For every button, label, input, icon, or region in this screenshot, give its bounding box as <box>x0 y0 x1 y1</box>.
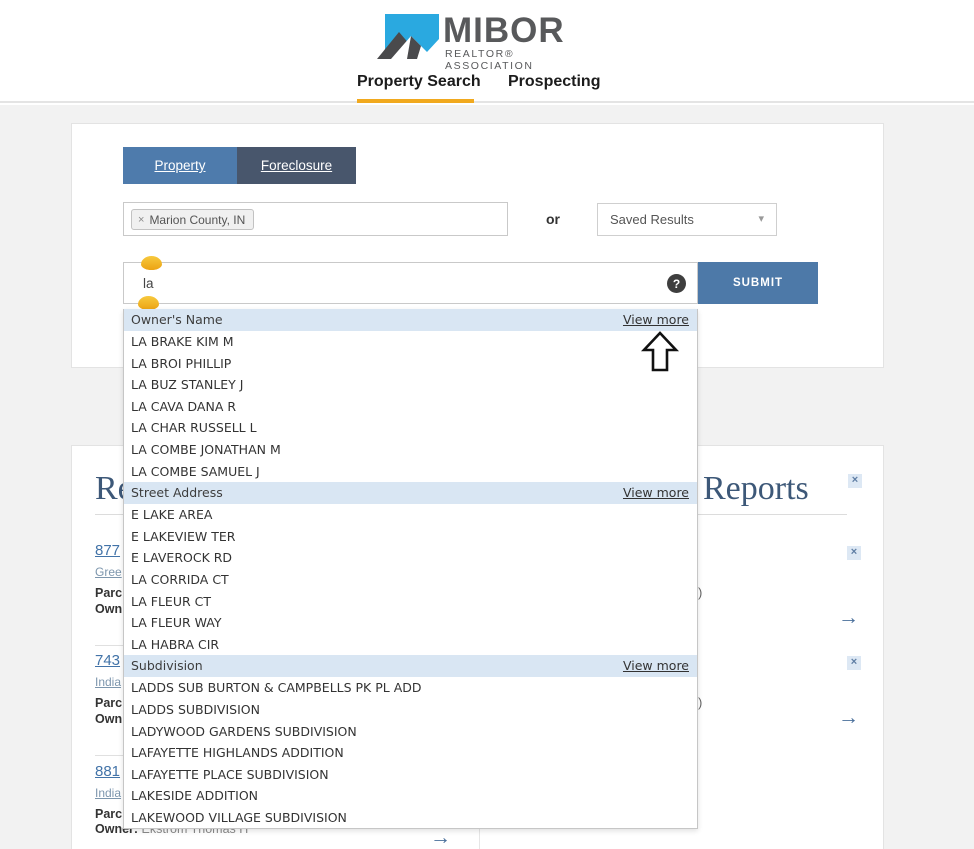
suggestion-item[interactable]: LADDS SUBDIVISION <box>131 701 260 717</box>
report-address-link[interactable]: 881 <box>95 763 121 780</box>
open-report-arrow-icon[interactable]: → <box>838 706 859 729</box>
open-report-arrow-icon[interactable]: → <box>838 606 859 629</box>
suggestion-item[interactable]: LA FLEUR WAY <box>131 615 222 631</box>
suggestion-item[interactable]: LA BROI PHILLIP <box>131 355 232 371</box>
suggestion-item[interactable]: LA CAVA DANA R <box>131 398 237 414</box>
location-input[interactable]: × Marion County, IN <box>123 202 508 236</box>
search-input-value: la <box>143 276 154 291</box>
suggestion-item[interactable]: E LAVEROCK RD <box>131 550 233 566</box>
suggestion-item[interactable]: LA BUZ STANLEY J <box>131 377 244 393</box>
view-more-link[interactable]: View more <box>622 658 689 674</box>
view-more-link[interactable]: View more <box>622 485 689 501</box>
chevron-down-icon: ▾ <box>758 213 764 225</box>
section-label: Subdivision <box>131 658 203 674</box>
parcel-label-fragment: Parc <box>95 696 123 710</box>
suggestion-item[interactable]: LA FLEUR CT <box>131 593 211 609</box>
location-tag: × Marion County, IN <box>131 209 255 230</box>
help-icon[interactable]: ? <box>667 274 686 293</box>
report-city-link[interactable]: India <box>95 786 122 800</box>
report-address-link[interactable]: 743 <box>95 652 121 669</box>
section-label: Owner's Name <box>131 312 223 327</box>
view-more-link[interactable]: View more <box>622 312 689 327</box>
report-city-link[interactable]: Gree <box>95 565 122 579</box>
active-nav-underline <box>357 99 474 103</box>
reports-title-fragment-right: Reports <box>703 470 809 507</box>
search-input[interactable]: la ? <box>123 256 698 310</box>
suggestion-item[interactable]: LAKESIDE ADDITION <box>131 788 259 804</box>
suggestion-item[interactable]: LA CHAR RUSSELL L <box>131 420 257 436</box>
section-header-subdivision: Subdivision View more <box>124 655 697 678</box>
suggestion-item[interactable]: E LAKEVIEW TER <box>131 528 236 544</box>
section-header-street-address: Street Address View more <box>124 482 697 505</box>
mibor-logo: MIBOR REALTOR® ASSOCIATION <box>377 11 577 72</box>
open-report-arrow-icon[interactable]: → <box>430 826 451 849</box>
brand-name: MIBOR <box>443 11 565 50</box>
tab-property[interactable]: Property <box>123 147 237 184</box>
suggestion-item[interactable]: LAKEWOOD VILLAGE SUBDIVISION <box>131 809 347 825</box>
remove-tag-icon[interactable]: × <box>138 213 145 226</box>
or-label: or <box>546 211 560 227</box>
section-header-owners-name: Owner's Name View more <box>124 309 697 331</box>
suggestion-item[interactable]: LA COMBE SAMUEL J <box>131 463 260 479</box>
parcel-label-fragment: Parc <box>95 586 123 600</box>
autocomplete-dropdown: Owner's Name View more LA BRAKE KIM M LA… <box>123 309 698 830</box>
suggestion-item[interactable]: E LAKE AREA <box>131 507 213 523</box>
owner-label-fragment: Own <box>95 712 123 726</box>
suggestion-item[interactable]: LAFAYETTE PLACE SUBDIVISION <box>131 766 329 782</box>
header: MIBOR REALTOR® ASSOCIATION Property Sear… <box>0 0 974 103</box>
suggestion-item[interactable]: LA CORRIDA CT <box>131 571 229 587</box>
close-icon[interactable]: × <box>847 656 861 670</box>
mibor-logo-icon <box>377 14 439 59</box>
parcel-label-fragment: Parc <box>95 807 123 821</box>
suggestion-item[interactable]: LA BRAKE KIM M <box>131 334 234 349</box>
suggestion-item[interactable]: LA COMBE JONATHAN M <box>131 441 281 457</box>
parcel-paren-fragment: ) <box>698 585 703 600</box>
nav-prospecting[interactable]: Prospecting <box>508 73 601 90</box>
close-icon[interactable]: × <box>847 546 861 560</box>
tab-foreclosure[interactable]: Foreclosure <box>237 147 356 184</box>
up-arrow-cursor-icon <box>640 331 680 372</box>
suggestion-item[interactable]: LAFAYETTE HIGHLANDS ADDITION <box>131 745 344 761</box>
report-city-link[interactable]: India <box>95 675 122 689</box>
text-selection-handle-top[interactable] <box>141 256 162 270</box>
brand-tagline: REALTOR® ASSOCIATION <box>445 48 534 72</box>
owner-label-fragment: Own <box>95 602 123 616</box>
submit-button[interactable]: SUBMIT <box>698 262 818 304</box>
nav-property-search[interactable]: Property Search <box>357 73 481 90</box>
text-selection-handle-bottom[interactable] <box>138 296 159 310</box>
saved-results-select[interactable]: Saved Results ▾ <box>597 203 777 236</box>
location-tag-label: Marion County, IN <box>149 212 246 227</box>
close-icon[interactable]: × <box>848 474 862 488</box>
suggestion-item[interactable]: LA HABRA CIR <box>131 636 220 652</box>
section-label: Street Address <box>131 485 223 501</box>
report-address-link[interactable]: 877 <box>95 542 121 559</box>
suggestion-item[interactable]: LADDS SUB BURTON & CAMPBELLS PK PL ADD <box>131 680 422 696</box>
parcel-paren-fragment: ) <box>698 695 703 710</box>
saved-results-value: Saved Results <box>610 212 694 227</box>
suggestion-item[interactable]: LADYWOOD GARDENS SUBDIVISION <box>131 723 357 739</box>
